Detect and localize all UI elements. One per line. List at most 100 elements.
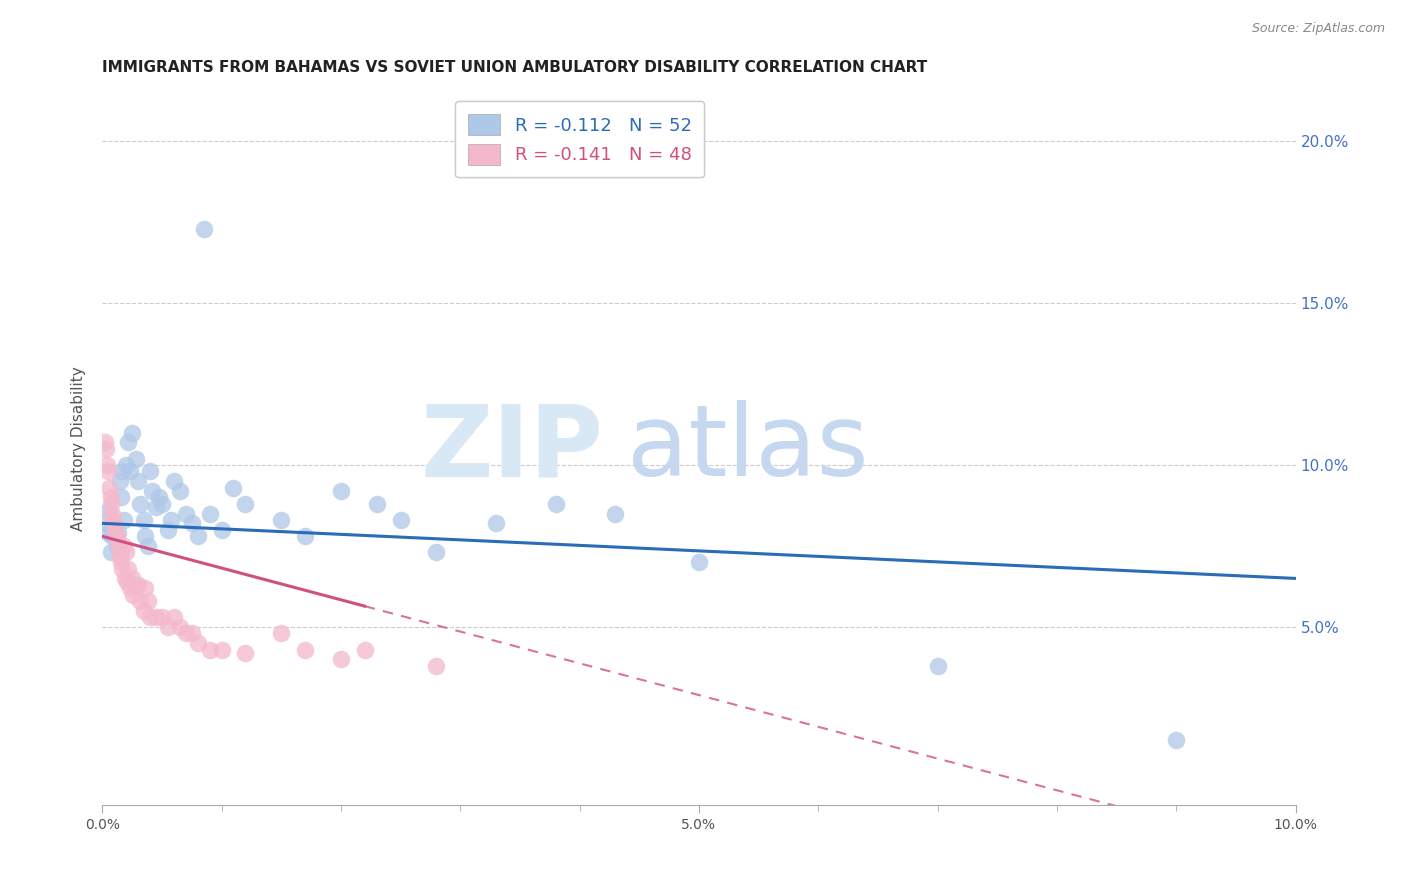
Point	[145, 500, 167, 515]
Point	[107, 535, 129, 549]
Point	[180, 516, 202, 531]
Point	[134, 529, 156, 543]
Point	[121, 425, 143, 440]
Point	[485, 516, 508, 531]
Point	[222, 481, 245, 495]
Point	[129, 497, 152, 511]
Point	[108, 474, 131, 488]
Point	[132, 604, 155, 618]
Point	[108, 549, 131, 563]
Point	[187, 529, 209, 543]
Point	[141, 483, 163, 498]
Point	[174, 507, 197, 521]
Point	[96, 458, 118, 472]
Point	[100, 545, 122, 559]
Point	[136, 539, 159, 553]
Point	[156, 620, 179, 634]
Point	[389, 513, 412, 527]
Y-axis label: Ambulatory Disability: Ambulatory Disability	[72, 367, 86, 532]
Point	[124, 451, 146, 466]
Point	[105, 539, 128, 553]
Point	[145, 610, 167, 624]
Point	[121, 571, 143, 585]
Point	[425, 545, 447, 559]
Point	[136, 594, 159, 608]
Point	[112, 513, 135, 527]
Point	[112, 539, 135, 553]
Point	[104, 523, 127, 537]
Point	[111, 562, 134, 576]
Point	[107, 526, 129, 541]
Point	[198, 507, 221, 521]
Point	[103, 516, 125, 531]
Point	[117, 435, 139, 450]
Point	[294, 642, 316, 657]
Point	[122, 588, 145, 602]
Point	[117, 562, 139, 576]
Point	[124, 578, 146, 592]
Point	[111, 465, 134, 479]
Point	[150, 497, 173, 511]
Point	[134, 581, 156, 595]
Point	[132, 513, 155, 527]
Point	[114, 571, 136, 585]
Point	[544, 497, 567, 511]
Point	[110, 491, 132, 505]
Point	[211, 642, 233, 657]
Point	[93, 435, 115, 450]
Point	[235, 646, 257, 660]
Point	[115, 545, 138, 559]
Point	[100, 507, 122, 521]
Point	[688, 555, 710, 569]
Point	[180, 626, 202, 640]
Point	[425, 659, 447, 673]
Point	[1166, 733, 1188, 747]
Point	[169, 483, 191, 498]
Point	[163, 474, 186, 488]
Point	[366, 497, 388, 511]
Point	[605, 507, 627, 521]
Point	[927, 659, 949, 673]
Point	[160, 513, 183, 527]
Point	[108, 542, 131, 557]
Point	[139, 610, 162, 624]
Point	[105, 529, 128, 543]
Point	[98, 503, 121, 517]
Point	[329, 483, 352, 498]
Point	[169, 620, 191, 634]
Legend: R = -0.112   N = 52, R = -0.141   N = 48: R = -0.112 N = 52, R = -0.141 N = 48	[456, 102, 704, 178]
Point	[94, 442, 117, 456]
Point	[101, 513, 124, 527]
Point	[100, 529, 122, 543]
Text: ZIP: ZIP	[420, 401, 603, 498]
Point	[211, 523, 233, 537]
Point	[98, 481, 121, 495]
Point	[118, 465, 141, 479]
Text: IMMIGRANTS FROM BAHAMAS VS SOVIET UNION AMBULATORY DISABILITY CORRELATION CHART: IMMIGRANTS FROM BAHAMAS VS SOVIET UNION …	[103, 60, 928, 75]
Point	[101, 516, 124, 531]
Point	[294, 529, 316, 543]
Point	[353, 642, 375, 657]
Point	[97, 526, 120, 541]
Point	[198, 642, 221, 657]
Point	[100, 491, 122, 505]
Point	[117, 574, 139, 589]
Point	[193, 221, 215, 235]
Point	[103, 523, 125, 537]
Point	[148, 491, 170, 505]
Point	[110, 555, 132, 569]
Point	[127, 474, 149, 488]
Point	[329, 652, 352, 666]
Point	[100, 497, 122, 511]
Point	[97, 465, 120, 479]
Point	[156, 523, 179, 537]
Point	[127, 578, 149, 592]
Point	[150, 610, 173, 624]
Point	[235, 497, 257, 511]
Text: Source: ZipAtlas.com: Source: ZipAtlas.com	[1251, 22, 1385, 36]
Point	[163, 610, 186, 624]
Point	[270, 513, 292, 527]
Text: atlas: atlas	[627, 401, 869, 498]
Point	[94, 516, 117, 531]
Point	[115, 458, 138, 472]
